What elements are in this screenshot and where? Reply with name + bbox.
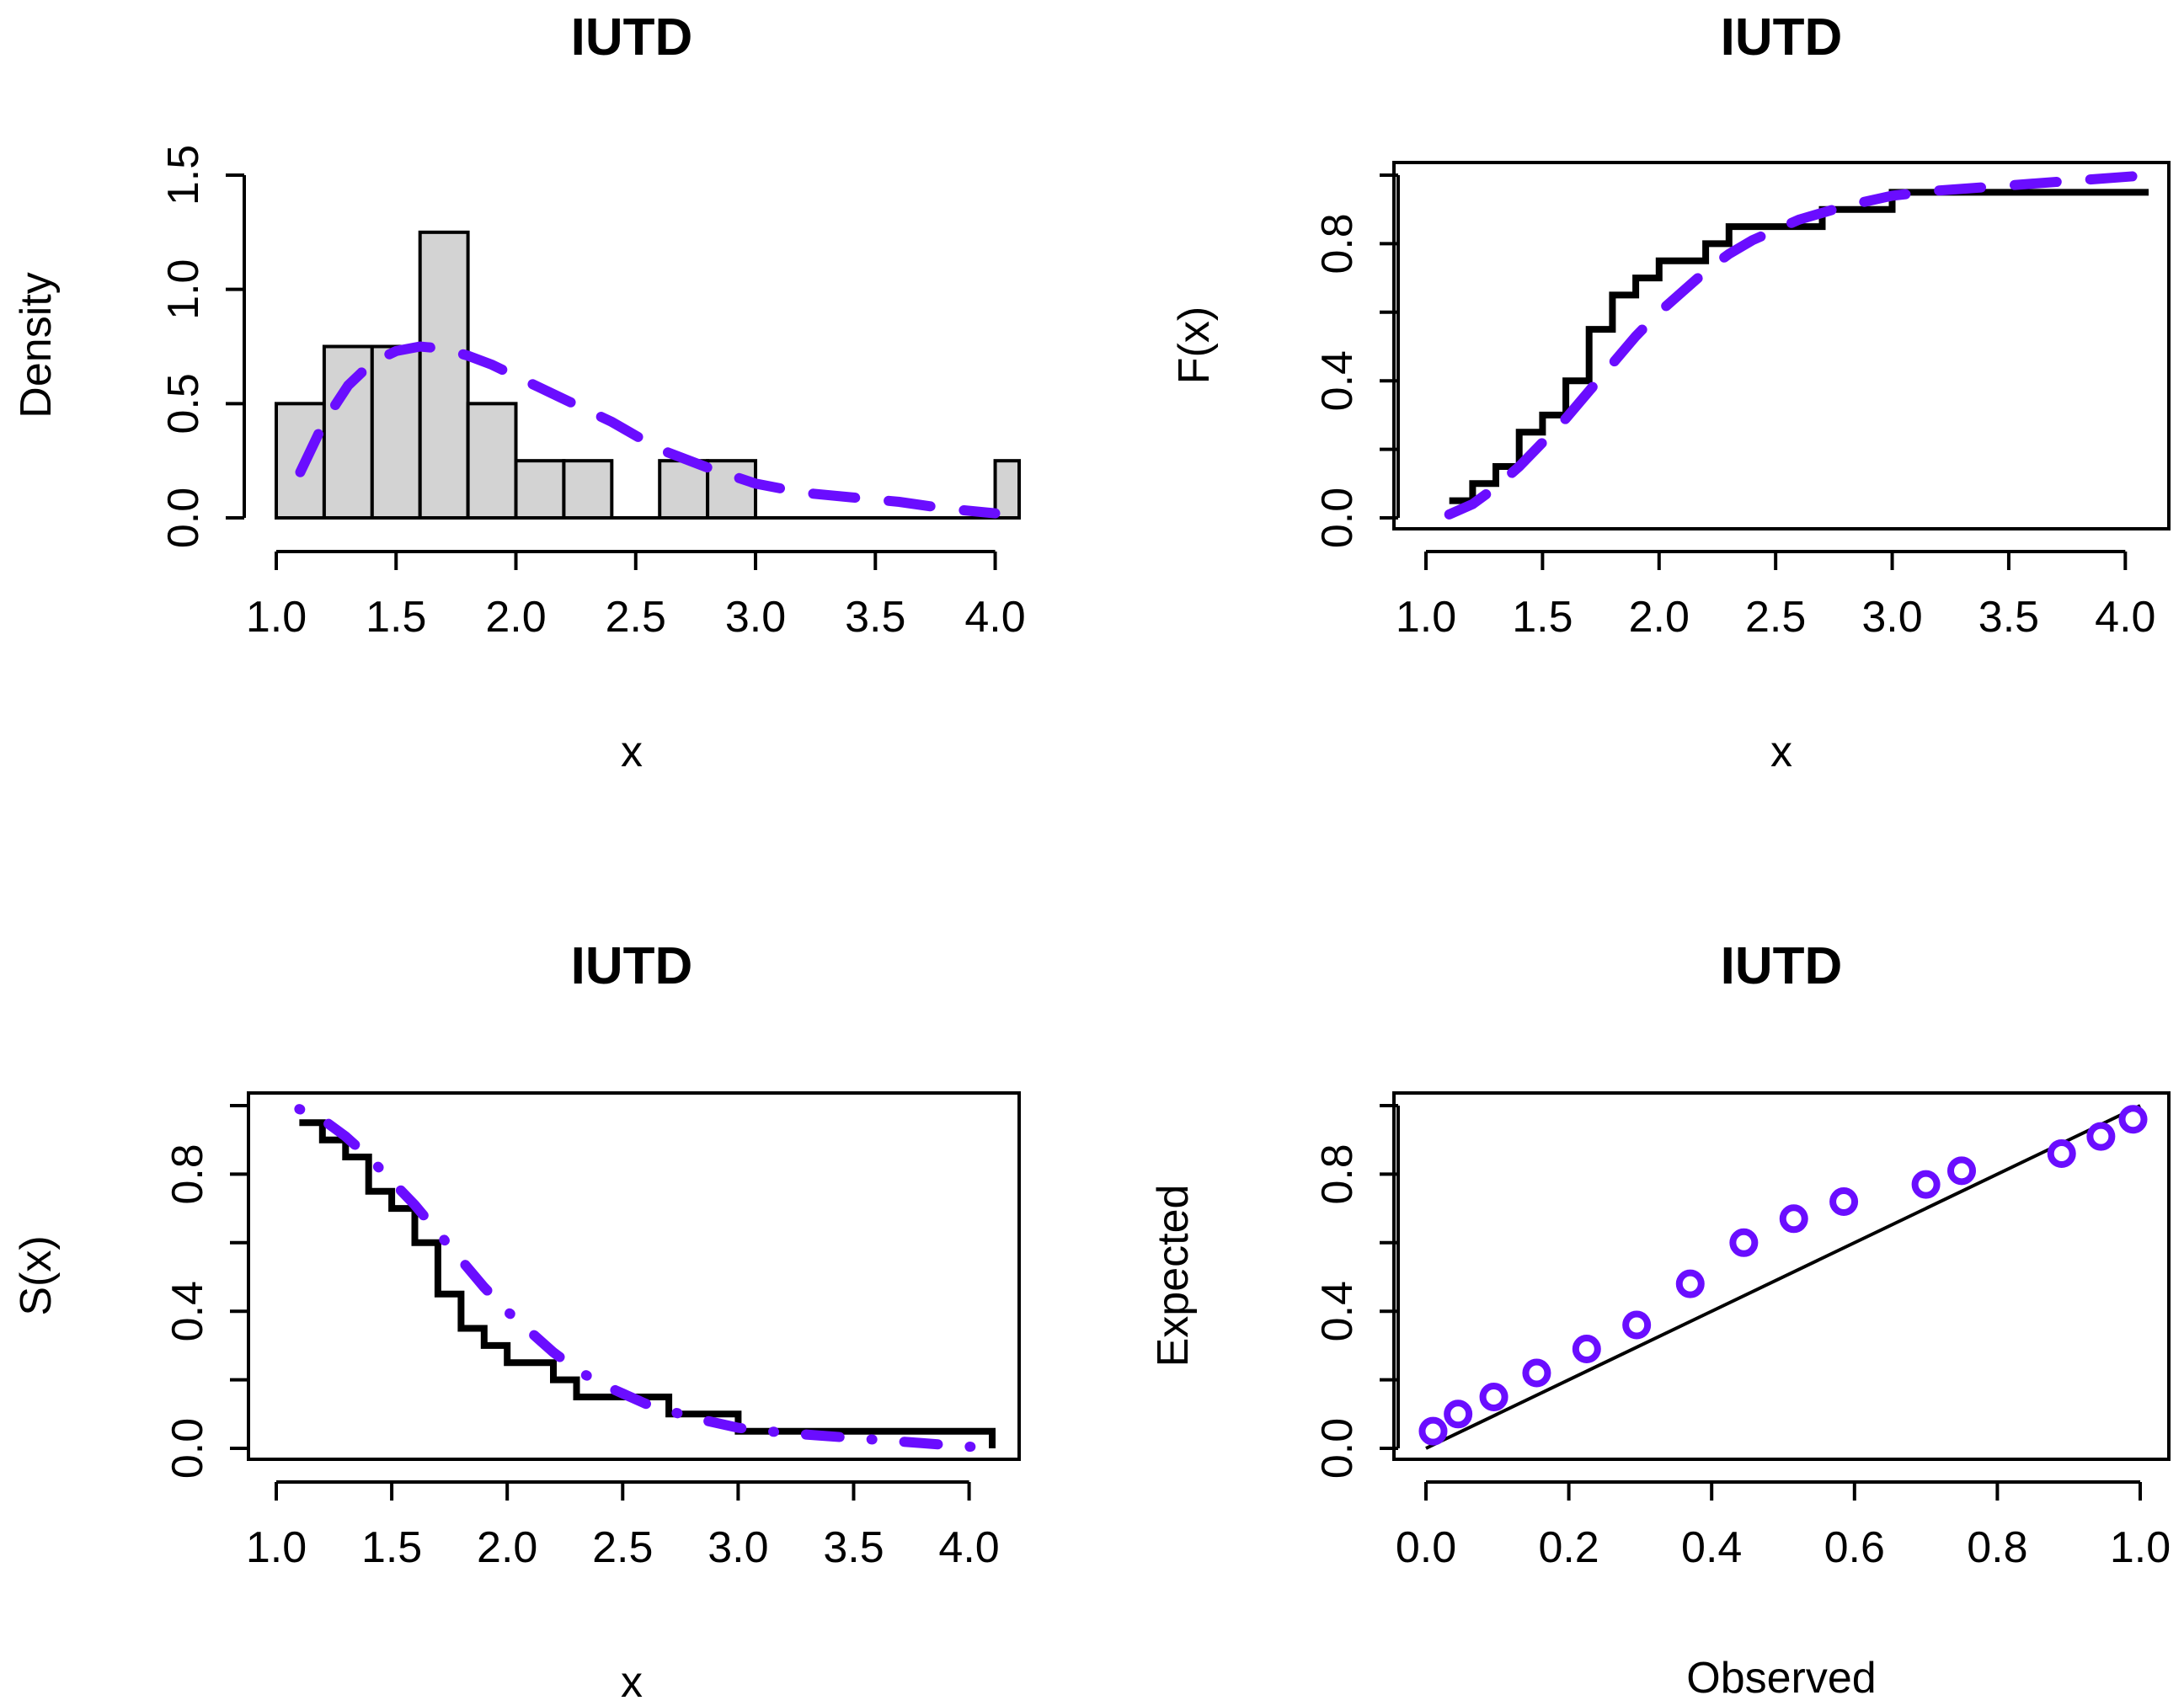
pp-point bbox=[1479, 1382, 1509, 1411]
histogram-bar bbox=[370, 344, 422, 520]
histogram-bar bbox=[466, 402, 518, 520]
pp-point bbox=[1522, 1358, 1551, 1388]
survival-y-label: S(x) bbox=[12, 1235, 61, 1315]
survival-x-tick-label: 4.0 bbox=[938, 1523, 999, 1572]
survival-title: IUTD bbox=[571, 937, 693, 995]
cdf-x-tick-label: 1.5 bbox=[1512, 593, 1573, 642]
survival-y-tick-label: 0.4 bbox=[163, 1281, 212, 1341]
pp-plot-x-tick-label: 0.2 bbox=[1538, 1523, 1599, 1572]
histogram-y-tick-label: 1.0 bbox=[159, 259, 208, 320]
histogram-x-tick-label: 1.0 bbox=[246, 593, 307, 642]
pp-point bbox=[1418, 1416, 1448, 1446]
histogram-y-tick-label: 0.0 bbox=[159, 488, 208, 548]
cdf-x-tick-label: 1.0 bbox=[1396, 593, 1456, 642]
pp-plot-y-label: Expected bbox=[1149, 1185, 1198, 1367]
pp-plot-panel: IUTD Observed Expected 0.0 0.4 0.8 0.0 0.2 0.… bbox=[1149, 937, 2171, 1703]
cdf-x-label: x bbox=[1770, 728, 1792, 776]
survival-x-tick-label: 2.5 bbox=[592, 1523, 653, 1572]
pp-point bbox=[1572, 1334, 1601, 1363]
pp-point bbox=[1947, 1156, 1976, 1186]
histogram-bar bbox=[993, 459, 1021, 520]
pp-point bbox=[1729, 1228, 1759, 1257]
pp-plot-x-tick-label: 1.0 bbox=[2110, 1523, 2171, 1572]
histogram-x-tick-label: 3.5 bbox=[845, 593, 905, 642]
empirical-cdf-step bbox=[1449, 189, 2149, 504]
survival-y-tick-label: 0.8 bbox=[163, 1144, 212, 1204]
histogram-y-tick-label: 0.5 bbox=[159, 373, 208, 434]
fitted-survival-curve bbox=[294, 1104, 997, 1453]
pp-point bbox=[1675, 1269, 1705, 1298]
histogram-x-tick-label: 3.0 bbox=[725, 593, 786, 642]
histogram-bar bbox=[418, 230, 470, 520]
pp-plot-x-tick-label: 0.6 bbox=[1824, 1523, 1885, 1572]
histogram-x-label: x bbox=[621, 728, 643, 776]
pp-point bbox=[2047, 1138, 2076, 1168]
cdf-y-tick-label: 0.0 bbox=[1313, 488, 1362, 548]
cdf-panel: IUTD x F(x) 0.0 0.4 0.8 1.0 1.5 2.0 2.5 3.0 3.5 4… bbox=[1170, 8, 2171, 776]
survival-x-tick-label: 3.5 bbox=[823, 1523, 884, 1572]
pp-plot-title: IUTD bbox=[1721, 937, 1843, 995]
histogram-x-tick-label: 4.0 bbox=[964, 593, 1025, 642]
cdf-x-tick-label: 2.5 bbox=[1745, 593, 1806, 642]
pp-plot-y-tick-label: 0.0 bbox=[1313, 1418, 1362, 1479]
survival-x-tick-label: 1.0 bbox=[246, 1523, 307, 1572]
cdf-title: IUTD bbox=[1721, 8, 1843, 67]
histogram-title: IUTD bbox=[571, 8, 693, 67]
fitted-density-curve bbox=[295, 341, 1001, 519]
histogram-bar bbox=[514, 459, 566, 520]
survival-x-tick-label: 3.0 bbox=[708, 1523, 768, 1572]
histogram-x-tick-label: 2.5 bbox=[606, 593, 666, 642]
fitted-cdf-curve bbox=[1444, 170, 2154, 520]
pp-point bbox=[1911, 1170, 1941, 1199]
survival-panel: IUTD x S(x) 0.0 0.4 0.8 1.0 1.5 2.0 2.5 3.0 3.5 4… bbox=[12, 937, 1021, 1706]
survival-x-tick-label: 2.0 bbox=[477, 1523, 537, 1572]
pp-point bbox=[2118, 1105, 2148, 1134]
empirical-survival-step bbox=[299, 1119, 996, 1448]
pp-plot-x-label: Observed bbox=[1686, 1654, 1876, 1703]
reference-diagonal-line bbox=[1425, 1104, 2141, 1450]
survival-y-tick-label: 0.0 bbox=[163, 1418, 212, 1479]
pp-point bbox=[1622, 1310, 1652, 1340]
pp-point bbox=[2086, 1122, 2116, 1151]
cdf-y-tick-label: 0.8 bbox=[1313, 213, 1362, 274]
pp-point bbox=[1444, 1399, 1473, 1429]
cdf-y-tick-label: 0.4 bbox=[1313, 350, 1362, 411]
pp-plot-y-tick-label: 0.4 bbox=[1313, 1281, 1362, 1341]
cdf-x-tick-label: 3.5 bbox=[1978, 593, 2039, 642]
cdf-x-tick-label: 3.0 bbox=[1861, 593, 1922, 642]
histogram-y-label: Density bbox=[12, 272, 61, 418]
histogram-panel: IUTD x Density 0.0 0.5 1.0 1.5 1.0 1.5 2.0 2.5 3… bbox=[12, 8, 1026, 776]
histogram-bar bbox=[562, 459, 614, 520]
survival-x-tick-label: 1.5 bbox=[361, 1523, 422, 1572]
cdf-x-tick-label: 2.0 bbox=[1629, 593, 1690, 642]
cdf-x-tick-label: 4.0 bbox=[2095, 593, 2155, 642]
pp-point bbox=[1779, 1204, 1808, 1234]
survival-x-label: x bbox=[621, 1658, 643, 1706]
histogram-x-tick-label: 2.0 bbox=[485, 593, 546, 642]
pp-plot-x-tick-label: 0.8 bbox=[1967, 1523, 2027, 1572]
histogram-bar bbox=[706, 459, 758, 520]
cdf-y-label: F(x) bbox=[1170, 307, 1219, 384]
pp-point bbox=[1829, 1186, 1859, 1216]
cdf-plot-frame bbox=[1392, 161, 2171, 530]
pp-plot-x-tick-label: 0.4 bbox=[1681, 1523, 1742, 1572]
pp-plot-y-tick-label: 0.8 bbox=[1313, 1144, 1362, 1204]
histogram-x-tick-label: 1.5 bbox=[366, 593, 426, 642]
histogram-y-tick-label: 1.5 bbox=[159, 145, 208, 205]
pp-plot-x-tick-label: 0.0 bbox=[1396, 1523, 1456, 1572]
pp-plot-plot-frame bbox=[1392, 1091, 2171, 1461]
